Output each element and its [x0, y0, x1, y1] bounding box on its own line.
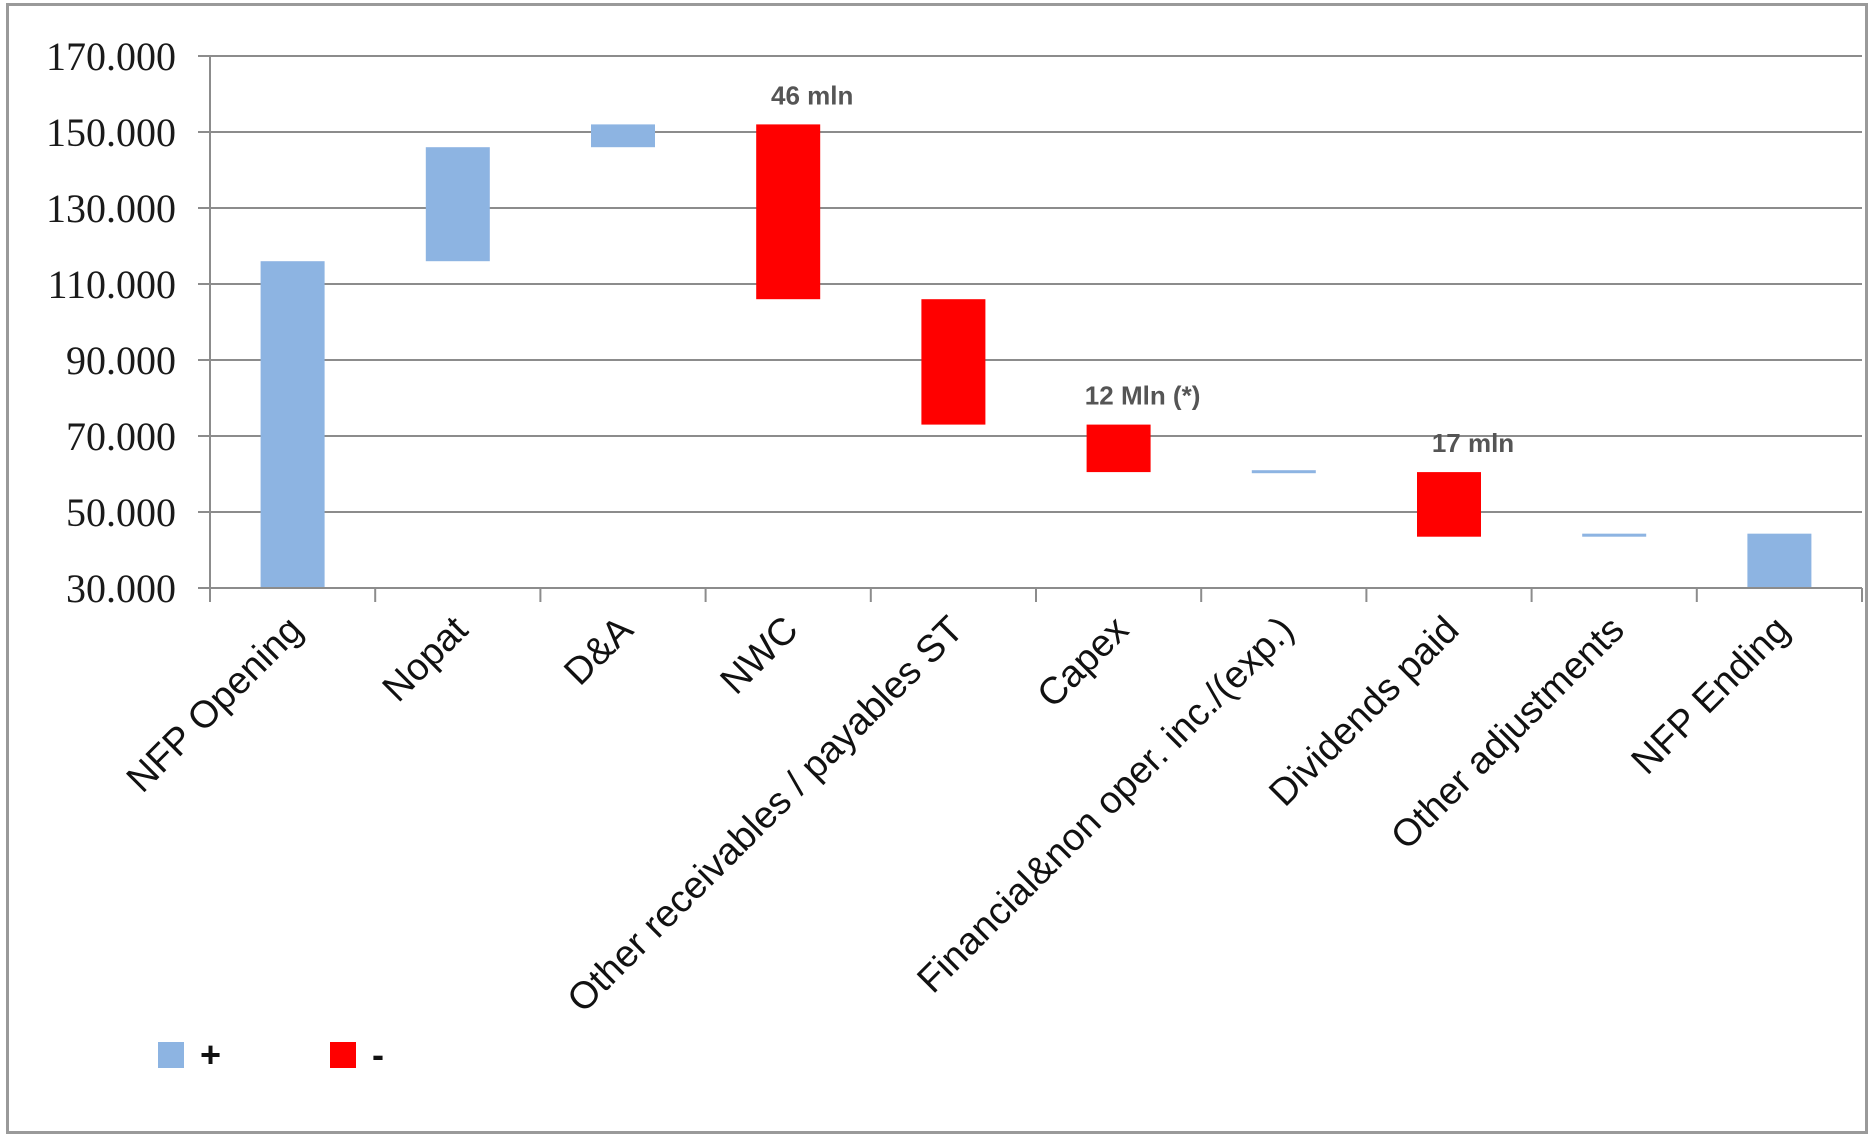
y-tick-label: 110.000: [47, 262, 176, 307]
bar-nfp-opening: [260, 261, 325, 588]
x-tick-label: NFP Ending: [1624, 609, 1798, 783]
bar-dividends-paid: [1417, 472, 1481, 537]
y-tick-label: 50.000: [66, 490, 176, 535]
y-tick-label: 170.000: [46, 34, 176, 79]
x-tick-label: D&A: [556, 608, 641, 693]
legend-label: -: [372, 1034, 384, 1075]
y-tick-label: 130.000: [46, 186, 176, 231]
bar-financial-non-oper-inc-exp: [1251, 470, 1316, 474]
x-tick-label: NFP Opening: [119, 609, 311, 801]
annotation-dividends-paid: 17 mln: [1432, 428, 1514, 458]
legend-swatch: [330, 1042, 356, 1068]
gridlines: [198, 55, 1862, 589]
axes: [209, 56, 1863, 602]
x-tick-label: Capex: [1030, 609, 1137, 716]
bar-other-receivables-payables-st: [921, 299, 986, 425]
bar-nwc: [756, 124, 821, 300]
y-tick-label: 90.000: [66, 338, 176, 383]
x-tick-label: Nopat: [375, 608, 477, 710]
bar-d-a: [591, 124, 655, 148]
bar-nfp-ending: [1747, 533, 1812, 588]
legend-label: +: [200, 1034, 221, 1075]
legend: + -: [158, 1034, 384, 1075]
legend-swatch: [158, 1042, 184, 1068]
bar-nopat: [425, 147, 490, 262]
bars: [260, 124, 1812, 588]
x-tick-label: NWC: [713, 609, 807, 703]
y-tick-label: 30.000: [66, 566, 176, 611]
annotation-capex: 12 Mln (*): [1085, 381, 1201, 411]
y-tick-label: 150.000: [46, 110, 176, 155]
bar-other-adjustments: [1582, 533, 1647, 537]
y-tick-label: 70.000: [66, 414, 176, 459]
bar-capex: [1086, 424, 1151, 473]
y-tick-labels: 170.000 150.000 130.000 110.000 90.000 70.000…: [46, 34, 176, 611]
annotations: 46 mln 12 Mln (*) 17 mln: [771, 80, 1514, 458]
annotation-nwc: 46 mln: [771, 80, 853, 110]
